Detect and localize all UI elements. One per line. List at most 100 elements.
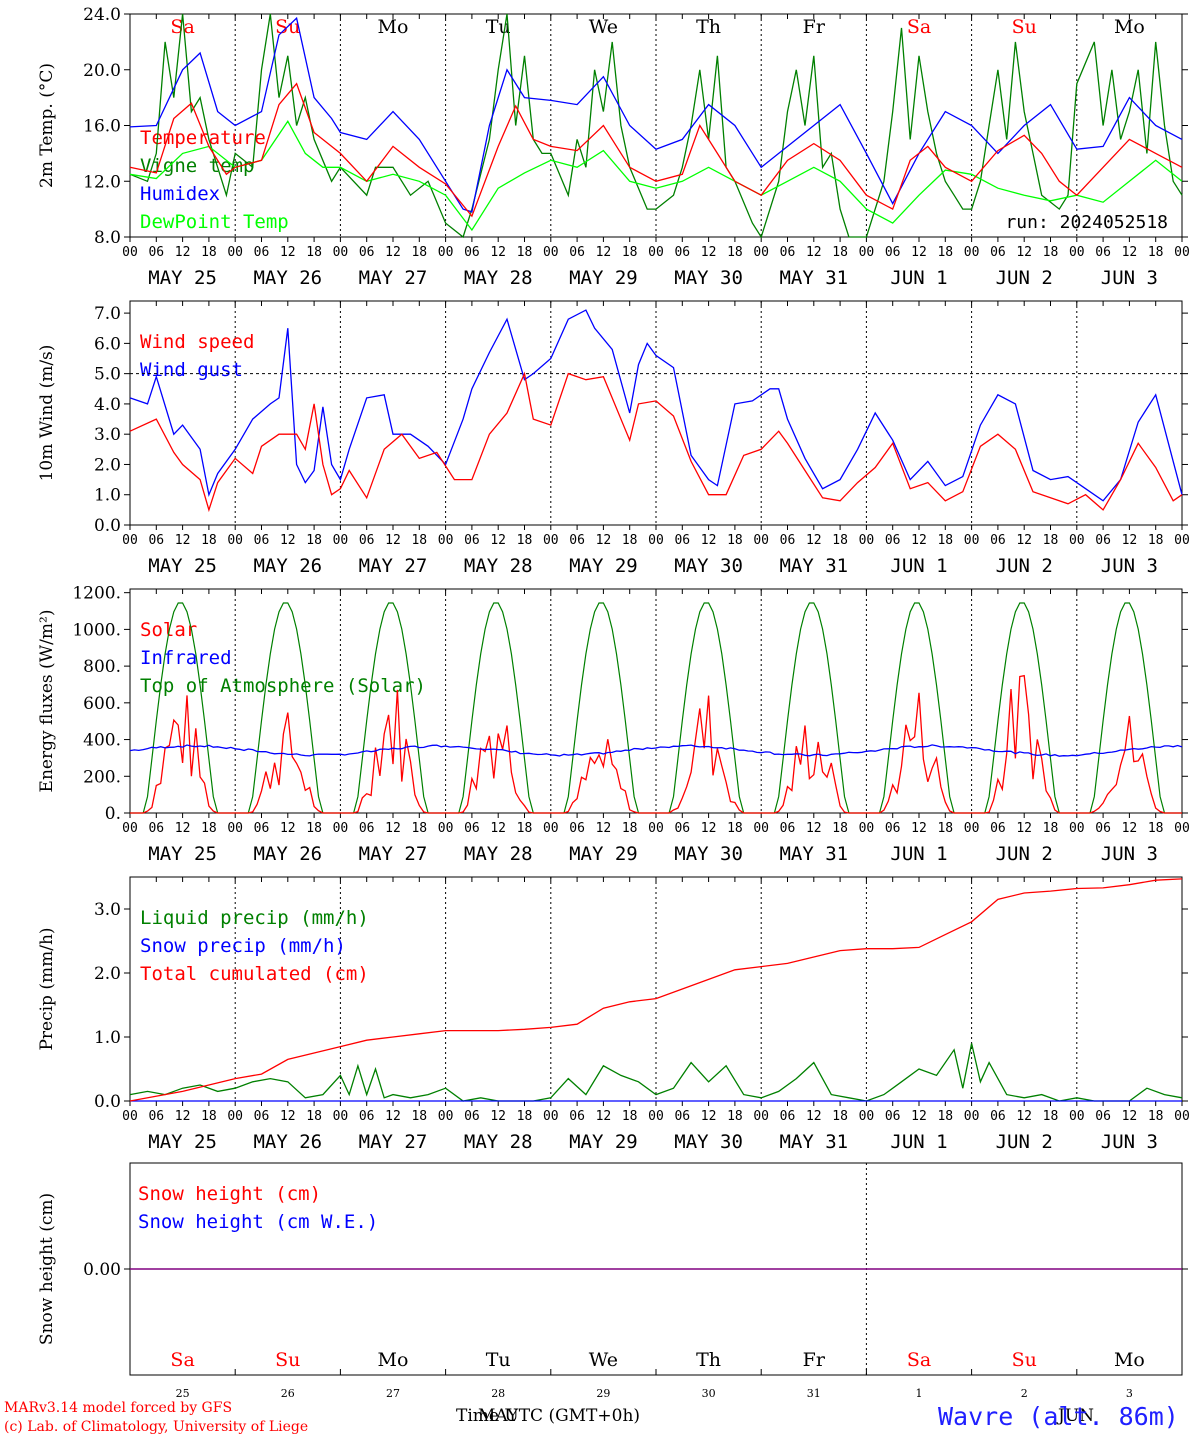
y-tick-label: 200. xyxy=(83,767,121,787)
day-code-bottom: We xyxy=(589,1349,618,1371)
legend-entry: Solar xyxy=(140,619,197,641)
x-hour-label: 00 xyxy=(333,533,349,548)
date-label: MAY 28 xyxy=(464,267,533,289)
legend-entry: Liquid precip (mm/h) xyxy=(140,907,369,929)
x-hour-label: 00 xyxy=(648,245,664,260)
x-hour-label: 18 xyxy=(411,1109,427,1124)
x-hour-label: 00 xyxy=(753,533,769,548)
x-hour-label: 18 xyxy=(1043,533,1059,548)
x-hour-label: 12 xyxy=(806,1109,822,1124)
x-hour-label: 06 xyxy=(990,1109,1006,1124)
date-label: MAY 25 xyxy=(148,843,217,865)
x-hour-label: 00 xyxy=(438,821,454,836)
x-hour-label: 00 xyxy=(753,245,769,260)
day-code-bottom: Su xyxy=(275,1349,300,1371)
x-hour-label: 18 xyxy=(622,533,638,548)
day-number: 25 xyxy=(176,1387,190,1400)
x-hour-label: 18 xyxy=(517,821,533,836)
y-tick-label: 8.0 xyxy=(94,228,121,248)
legend-entry: Temperature xyxy=(140,127,266,149)
x-hour-label: 18 xyxy=(727,821,743,836)
x-hour-label: 18 xyxy=(1043,245,1059,260)
y-tick-label: 4.0 xyxy=(94,395,121,415)
date-label: JUN 2 xyxy=(996,843,1053,865)
x-hour-label: 06 xyxy=(885,1109,901,1124)
series-line xyxy=(129,13,1183,239)
x-hour-label: 00 xyxy=(753,821,769,836)
x-hour-label: 06 xyxy=(990,821,1006,836)
x-hour-label: 00 xyxy=(1069,821,1085,836)
x-hour-label: 18 xyxy=(622,821,638,836)
date-label: MAY 27 xyxy=(359,1131,428,1153)
date-label: MAY 26 xyxy=(253,267,322,289)
x-hour-label: 12 xyxy=(175,1109,191,1124)
x-hour-label: 12 xyxy=(911,821,927,836)
x-hour-label: 18 xyxy=(937,821,953,836)
y-axis-label: Energy fluxes (W/m²) xyxy=(37,610,57,793)
x-hour-label: 12 xyxy=(385,1109,401,1124)
x-hour-label: 00 xyxy=(859,245,875,260)
x-hour-label: 18 xyxy=(937,533,953,548)
x-hour-label: 00 xyxy=(964,821,980,836)
x-hour-label: 06 xyxy=(780,533,796,548)
y-tick-label: 20.0 xyxy=(83,61,121,81)
date-label: MAY 31 xyxy=(779,843,848,865)
date-label: MAY 27 xyxy=(359,555,428,577)
x-hour-label: 00 xyxy=(333,1109,349,1124)
x-hour-label: 00 xyxy=(122,245,138,260)
x-hour-label: 18 xyxy=(517,245,533,260)
x-hour-label: 12 xyxy=(1016,821,1032,836)
legend-entry: Top of Atmosphere (Solar) xyxy=(140,675,426,697)
x-hour-label: 18 xyxy=(201,533,217,548)
date-label: MAY 29 xyxy=(569,555,638,577)
date-label: JUN 1 xyxy=(890,555,947,577)
day-code-bottom: Mo xyxy=(1114,1349,1145,1371)
run-label: run: 2024052518 xyxy=(1005,212,1168,233)
date-label: MAY 25 xyxy=(148,1131,217,1153)
date-label: MAY 29 xyxy=(569,843,638,865)
date-label: MAY 28 xyxy=(464,843,533,865)
x-hour-label: 00 xyxy=(543,533,559,548)
date-label: JUN 2 xyxy=(996,267,1053,289)
date-label: MAY 30 xyxy=(674,267,743,289)
series-line xyxy=(129,16,1183,213)
x-hour-label: 00 xyxy=(227,1109,243,1124)
y-tick-label: 3.0 xyxy=(94,425,121,445)
date-label: MAY 27 xyxy=(359,267,428,289)
x-hour-label: 00 xyxy=(438,1109,454,1124)
y-tick-label: 7.0 xyxy=(94,304,121,324)
date-label: MAY 30 xyxy=(674,555,743,577)
y-axis-label: Precip (mm/h) xyxy=(37,927,57,1050)
x-hour-label: 12 xyxy=(911,245,927,260)
x-hour-label: 00 xyxy=(859,533,875,548)
y-tick-label: 3.0 xyxy=(94,900,121,920)
credit-line-1: MARv3.14 model forced by GFS xyxy=(4,1400,233,1416)
x-hour-label: 06 xyxy=(674,533,690,548)
x-hour-label: 18 xyxy=(937,1109,953,1124)
day-code-top: We xyxy=(589,16,618,38)
x-hour-label: 12 xyxy=(490,245,506,260)
x-hour-label: 00 xyxy=(438,245,454,260)
x-hour-label: 06 xyxy=(359,533,375,548)
x-hour-label: 06 xyxy=(254,1109,270,1124)
x-hour-label: 06 xyxy=(148,821,164,836)
legend-entry: Total cumulated (cm) xyxy=(140,963,369,985)
x-hour-label: 00 xyxy=(964,245,980,260)
x-hour-label: 12 xyxy=(701,1109,717,1124)
x-hour-label: 12 xyxy=(701,533,717,548)
x-hour-label: 06 xyxy=(674,821,690,836)
x-hour-label: 12 xyxy=(911,1109,927,1124)
x-hour-label: 00 xyxy=(1174,245,1190,260)
x-hour-label: 00 xyxy=(1174,1109,1190,1124)
day-code-bottom: Fr xyxy=(803,1349,826,1371)
x-hour-label: 12 xyxy=(280,245,296,260)
day-code-top: Sa xyxy=(907,16,931,38)
x-hour-label: 18 xyxy=(201,245,217,260)
x-hour-label: 06 xyxy=(990,245,1006,260)
x-hour-label: 12 xyxy=(175,533,191,548)
x-hour-label: 12 xyxy=(175,821,191,836)
x-hour-label: 18 xyxy=(201,1109,217,1124)
day-code-bottom: Mo xyxy=(378,1349,409,1371)
x-hour-label: 06 xyxy=(1095,533,1111,548)
